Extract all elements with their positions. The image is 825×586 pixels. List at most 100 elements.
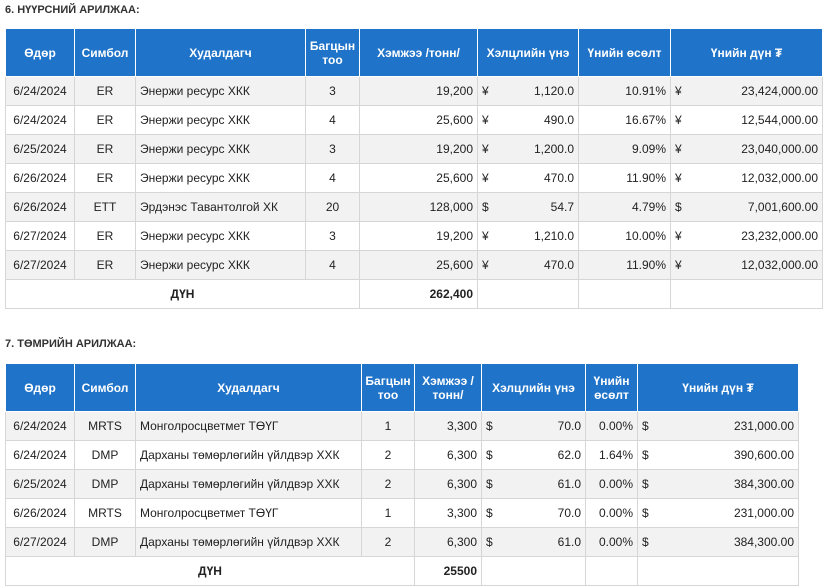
price-value: 1,210.0 (533, 229, 574, 243)
col-header-symbol: Симбол (74, 363, 136, 412)
table-row: 6/24/2024 ER Энержи ресурс ХКК 3 19,200 ¥1,12… (5, 76, 823, 106)
cell-growth: 1.64% (585, 440, 638, 470)
cell-amount: $231,000.00 (637, 411, 799, 441)
col-header-lots: Багцын тоо (305, 28, 360, 77)
cell-amount: $7,001,600.00 (670, 192, 823, 222)
col-header-seller: Худалдагч (135, 28, 306, 77)
amount-value: 12,032,000.00 (741, 258, 818, 272)
price-value: 62.0 (557, 448, 581, 462)
cell-date: 6/24/2024 (5, 105, 75, 135)
total-empty-cell (481, 556, 586, 586)
cell-seller: Дарханы төмөрлөгийн үйлдвэр ХХК (135, 527, 362, 557)
currency-symbol: ¥ (482, 171, 489, 185)
amount-value: 12,032,000.00 (741, 171, 818, 185)
price-value: 490.0 (543, 113, 574, 127)
cell-symbol: DMP (74, 440, 136, 470)
total-row: ДҮН 262,400 (5, 279, 823, 309)
price-value: 61.0 (557, 535, 581, 549)
currency-symbol: ¥ (675, 142, 682, 156)
currency-symbol: $ (642, 477, 649, 491)
cell-symbol: DMP (74, 469, 136, 499)
total-label: ДҮН (5, 556, 415, 586)
currency-symbol: $ (486, 477, 493, 491)
currency-symbol: $ (642, 535, 649, 549)
table-row: 6/24/2024 ER Энержи ресурс ХКК 4 25,600 ¥490.… (5, 105, 823, 135)
cell-volume: 19,200 (359, 221, 478, 251)
currency-symbol: ¥ (675, 229, 682, 243)
cell-amount: ¥23,424,000.00 (670, 76, 823, 106)
price-value: 1,200.0 (533, 142, 574, 156)
col-header-volume: Хэмжээ /тонн/ (414, 363, 482, 412)
cell-lots: 3 (305, 76, 360, 106)
col-header-lots: Багцын тоо (361, 363, 415, 412)
cell-lots: 2 (361, 469, 415, 499)
price-value: 470.0 (543, 171, 574, 185)
amount-value: 231,000.00 (733, 419, 794, 433)
cell-date: 6/24/2024 (5, 440, 75, 470)
total-volume: 25500 (414, 556, 482, 586)
currency-symbol: $ (486, 506, 493, 520)
col-header-volume: Хэмжээ /тонн/ (359, 28, 478, 77)
currency-symbol: $ (486, 419, 493, 433)
cell-seller: Энержи ресурс ХКК (135, 76, 306, 106)
amount-value: 12,544,000.00 (741, 113, 818, 127)
cell-amount: ¥12,032,000.00 (670, 163, 823, 193)
cell-lots: 1 (361, 411, 415, 441)
cell-date: 6/25/2024 (5, 469, 75, 499)
cell-date: 6/25/2024 (5, 134, 75, 164)
cell-growth: 10.91% (578, 76, 671, 106)
price-value: 54.7 (550, 200, 574, 214)
cell-price: ¥470.0 (477, 250, 579, 280)
cell-growth: 11.90% (578, 163, 671, 193)
cell-seller: Дарханы төмөрлөгийн үйлдвэр ХХК (135, 440, 362, 470)
amount-value: 384,300.00 (733, 535, 794, 549)
cell-amount: ¥12,544,000.00 (670, 105, 823, 135)
total-empty-cell (578, 279, 671, 309)
cell-date: 6/26/2024 (5, 163, 75, 193)
cell-lots: 3 (305, 134, 360, 164)
cell-lots: 4 (305, 105, 360, 135)
currency-symbol: $ (642, 419, 649, 433)
amount-value: 23,232,000.00 (741, 229, 818, 243)
cell-volume: 3,300 (414, 411, 482, 441)
cell-volume: 6,300 (414, 440, 482, 470)
cell-price: $62.0 (481, 440, 586, 470)
cell-growth: 4.79% (578, 192, 671, 222)
col-header-growth: Үнийн өсөлт (585, 363, 638, 412)
table-row: 6/27/2024 ER Энержи ресурс ХКК 4 25,600 ¥470.… (5, 250, 823, 280)
table-row: 6/26/2024 ETT Эрдэнэс Тавантолгой ХК 20 128,… (5, 192, 823, 222)
cell-amount: $384,300.00 (637, 469, 799, 499)
price-value: 70.0 (557, 506, 581, 520)
currency-symbol: ¥ (675, 113, 682, 127)
price-value: 470.0 (543, 258, 574, 272)
cell-date: 6/27/2024 (5, 527, 75, 557)
total-empty-cell (670, 279, 823, 309)
cell-symbol: ER (74, 105, 136, 135)
currency-symbol: $ (482, 200, 489, 214)
amount-value: 384,300.00 (733, 477, 794, 491)
cell-volume: 25,600 (359, 163, 478, 193)
table-row: 6/26/2024 MRTS Монголросцветмет ТӨҮГ 1 3,300… (5, 498, 799, 528)
cell-lots: 2 (361, 527, 415, 557)
cell-seller: Монголросцветмет ТӨҮГ (135, 411, 362, 441)
cell-price: $70.0 (481, 498, 586, 528)
cell-seller: Энержи ресурс ХКК (135, 163, 306, 193)
cell-volume: 25,600 (359, 105, 478, 135)
iron-trading-table: Өдөр Симбол Худалдагч Багцын тоо Хэмжээ … (5, 363, 799, 586)
cell-date: 6/24/2024 (5, 76, 75, 106)
cell-volume: 19,200 (359, 76, 478, 106)
currency-symbol: $ (675, 200, 682, 214)
amount-value: 390,600.00 (733, 448, 794, 462)
cell-seller: Монголросцветмет ТӨҮГ (135, 498, 362, 528)
cell-date: 6/26/2024 (5, 498, 75, 528)
cell-price: $61.0 (481, 469, 586, 499)
cell-price: $61.0 (481, 527, 586, 557)
cell-seller: Эрдэнэс Тавантолгой ХК (135, 192, 306, 222)
cell-growth: 0.00% (585, 411, 638, 441)
currency-symbol: ¥ (482, 113, 489, 127)
cell-price: ¥1,120.0 (477, 76, 579, 106)
cell-seller: Энержи ресурс ХКК (135, 105, 306, 135)
cell-lots: 4 (305, 163, 360, 193)
cell-volume: 6,300 (414, 469, 482, 499)
cell-price: ¥1,210.0 (477, 221, 579, 251)
